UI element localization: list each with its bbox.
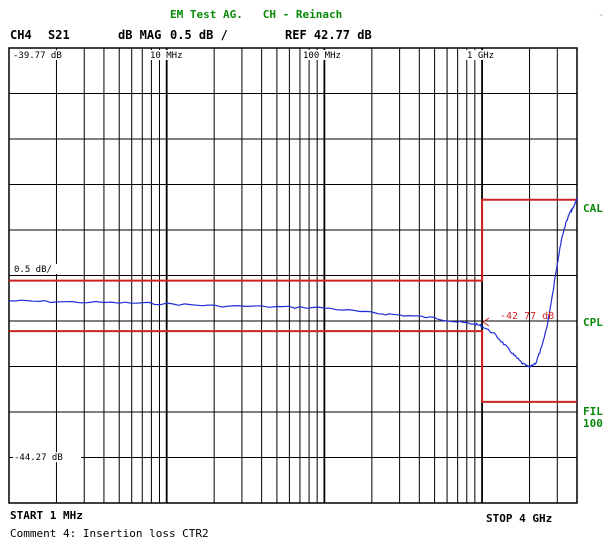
marker-arrow — [482, 317, 490, 327]
channel-label: CH4 — [10, 28, 32, 42]
label-bg — [466, 50, 500, 60]
freq-100mhz-label: 100 MHz — [303, 51, 341, 61]
label-bg — [302, 50, 348, 60]
label-bg — [13, 264, 61, 274]
fil-100-label: 100 — [583, 417, 603, 430]
format-label: dB MAG — [118, 28, 162, 42]
label-bg — [13, 452, 81, 462]
start-freq-label: START 1 MHz — [10, 509, 83, 522]
corner-mark: - — [598, 10, 605, 21]
title-text: EM Test AG. CH - Reinach — [170, 8, 343, 21]
mid-left-label: 0.5 dB/ — [14, 265, 52, 275]
upper-limit-line — [9, 198, 577, 282]
comment-label: Comment 4: Insertion loss CTR2 — [10, 527, 209, 540]
cal-label: CAL — [583, 202, 603, 215]
ref-label: REF 42.77 dB — [285, 28, 372, 42]
trace-line — [8, 197, 578, 369]
label-bg — [149, 50, 189, 60]
limit-lines — [9, 198, 577, 403]
cpl-label: CPL — [583, 316, 603, 329]
label-bg — [11, 50, 81, 60]
freq-1ghz-label: 1 GHz — [467, 51, 494, 61]
marker — [482, 317, 490, 327]
param-label: S21 — [48, 28, 70, 42]
lower-limit-line — [9, 330, 577, 403]
marker-readout: -42 77 dB — [500, 311, 554, 322]
fil-label: FIL — [583, 405, 603, 418]
stop-freq-label: STOP 4 GHz — [486, 512, 553, 525]
scale-label: 0.5 dB / — [170, 28, 228, 42]
top-left-label: -39.77 dB — [13, 51, 62, 61]
bottom-left-label: -44.27 dB — [14, 453, 63, 463]
freq-10mhz-label: 10 MHz — [150, 51, 183, 61]
